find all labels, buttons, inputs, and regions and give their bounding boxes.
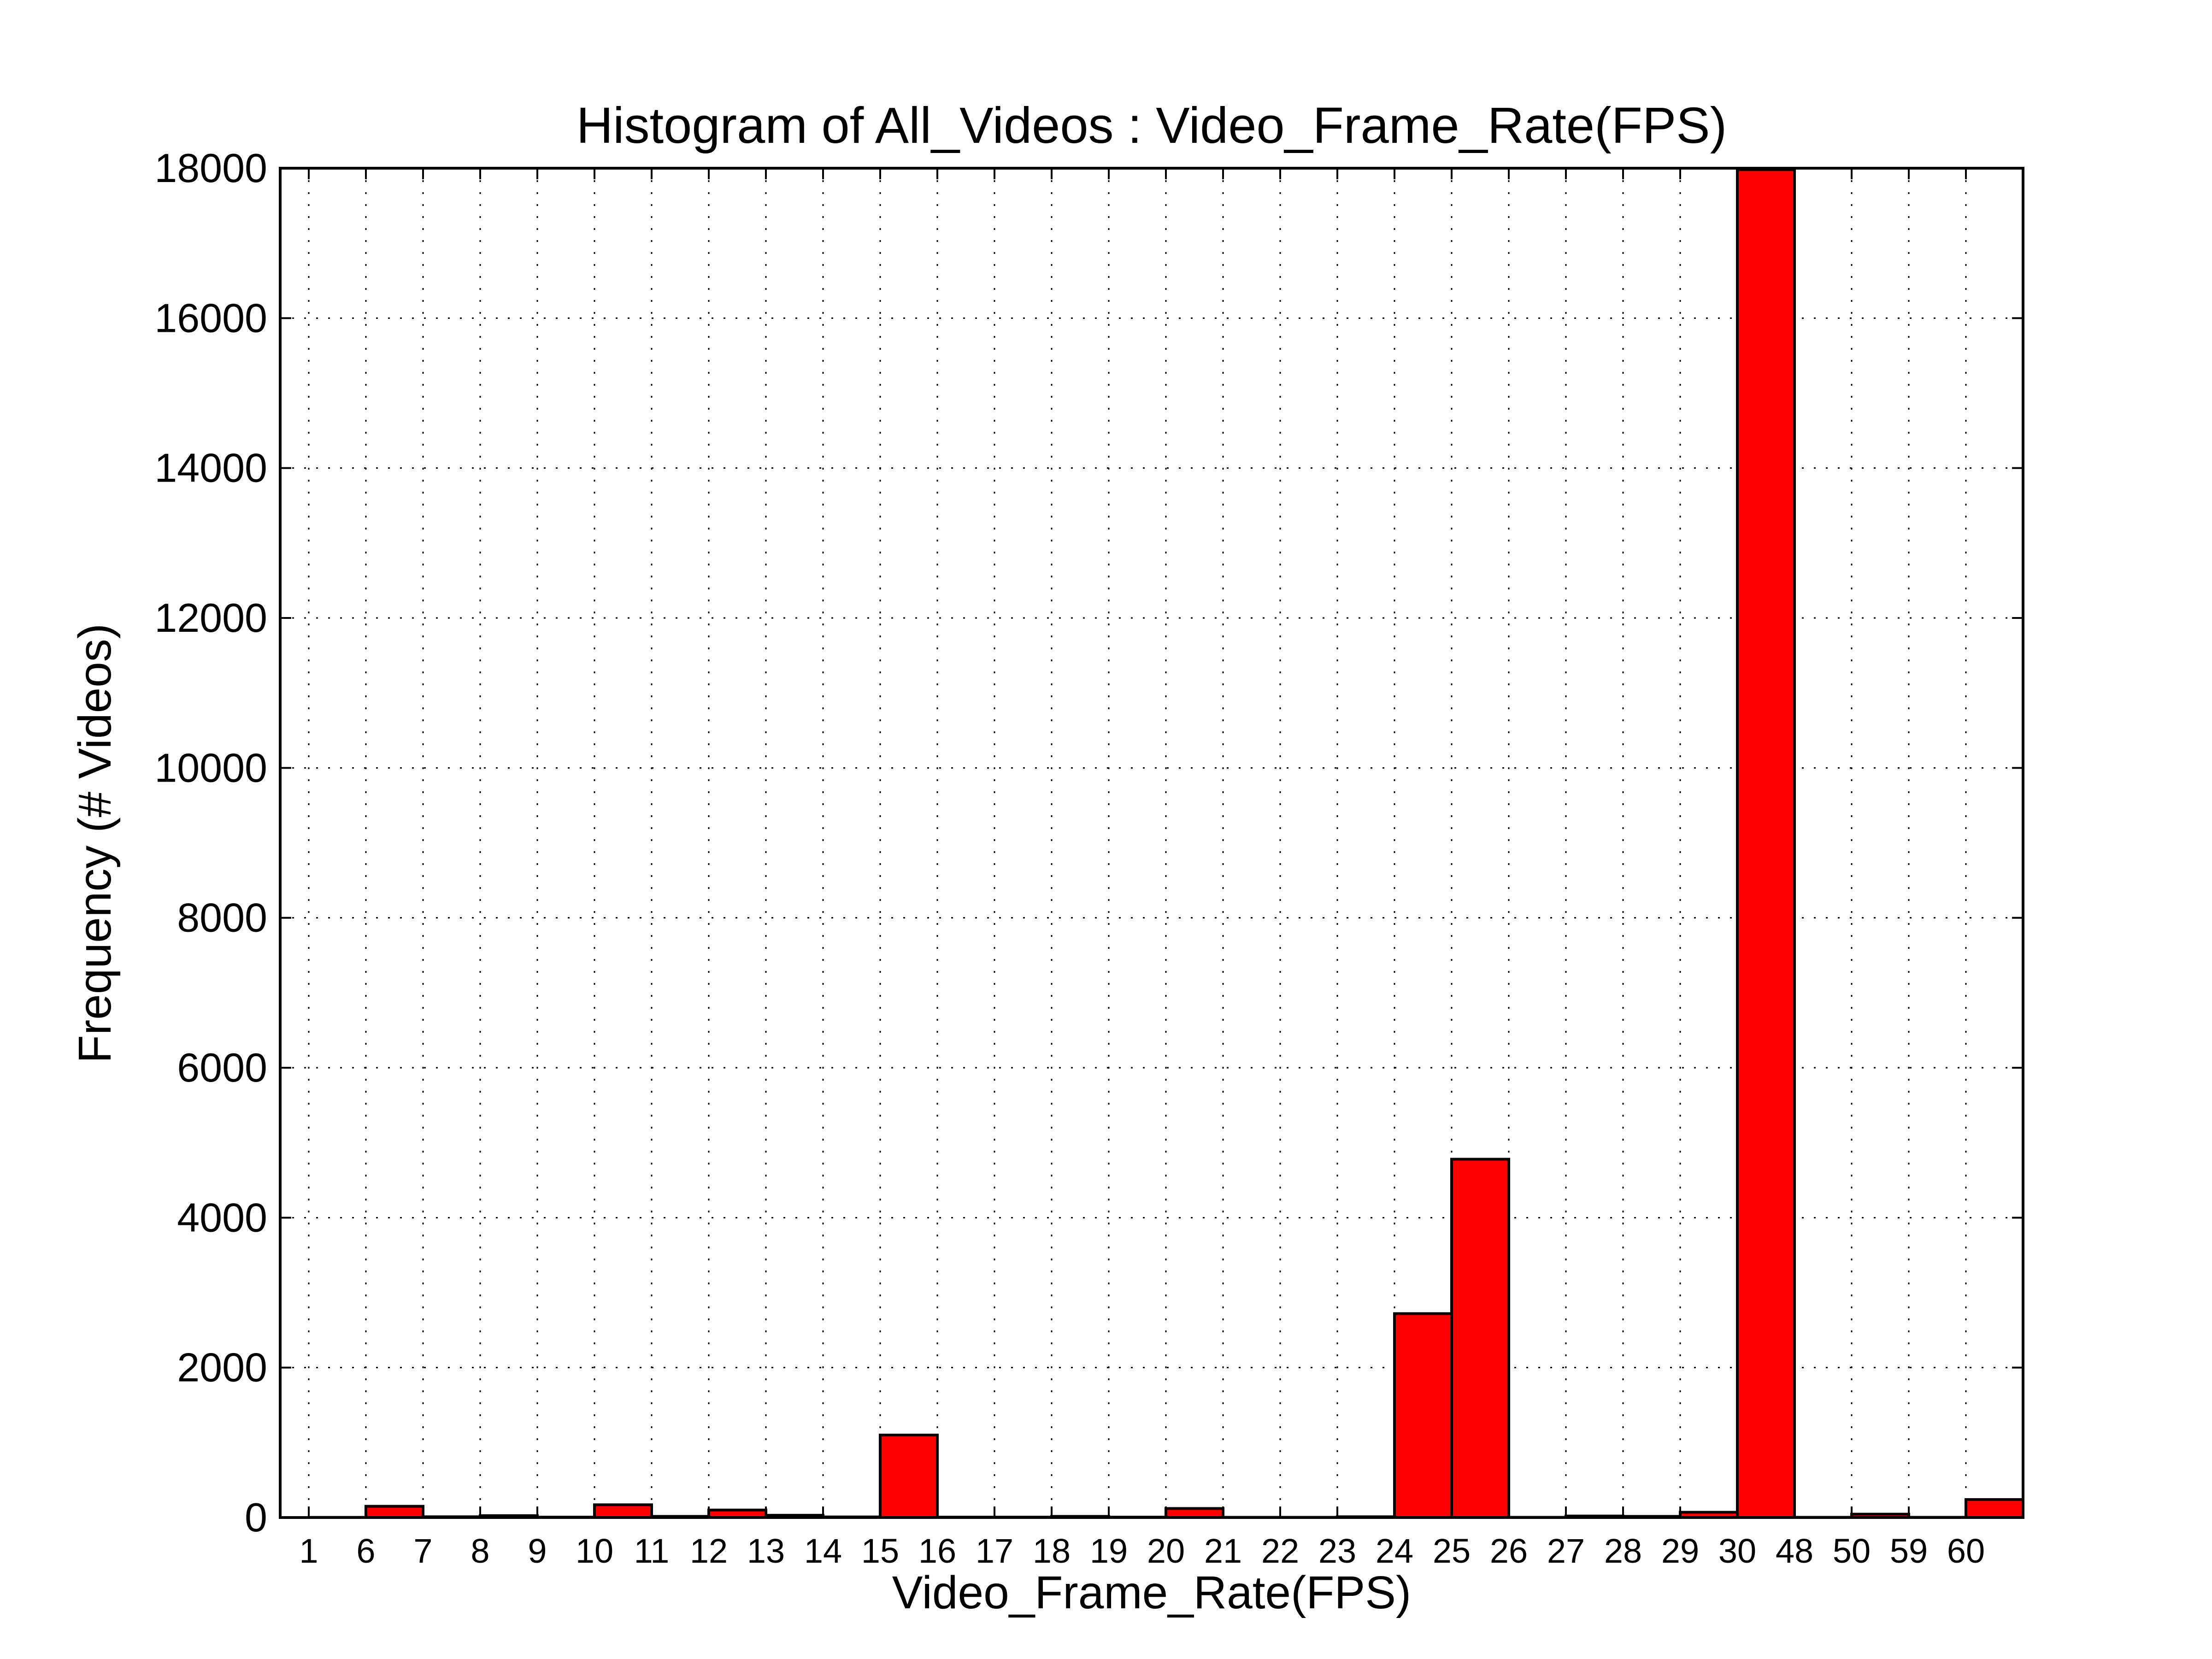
x-tick-label: 28 [1604, 1532, 1642, 1570]
x-tick-label: 26 [1490, 1532, 1528, 1570]
x-tick-label: 29 [1661, 1532, 1699, 1570]
axis-ticks [280, 167, 2023, 1518]
chart-title: Histogram of All_Videos : Video_Frame_Ra… [577, 97, 1727, 154]
x-tick-label: 48 [1776, 1532, 1813, 1570]
y-tick-label: 6000 [177, 1045, 267, 1090]
x-tick-label: 11 [634, 1532, 670, 1570]
plot-frame [279, 167, 2024, 1519]
x-tick-label: 17 [976, 1532, 1013, 1570]
x-tick-label: 14 [804, 1532, 842, 1570]
x-tick-label: 16 [918, 1532, 956, 1570]
x-tick-label: 22 [1261, 1532, 1299, 1570]
bar-6 [365, 1505, 424, 1519]
y-tick-labels: 0 2000 4000 6000 8000 10000 12000 14000 16000 180… [154, 145, 267, 1540]
x-tick-label: 25 [1433, 1532, 1471, 1570]
x-tick-label: 23 [1318, 1532, 1356, 1570]
x-tick-label: 6 [356, 1532, 375, 1570]
x-tick-label: 13 [747, 1532, 785, 1570]
bar-24 [1393, 1312, 1453, 1519]
y-axis-title: Frequency (# Videos) [69, 624, 121, 1063]
bar-60 [1965, 1498, 2024, 1519]
x-tick-label: 8 [471, 1532, 489, 1570]
x-tick-label: 19 [1090, 1532, 1128, 1570]
y-tick-label: 16000 [154, 295, 267, 341]
x-tick-label: 1 [299, 1532, 318, 1570]
x-tick-label: 21 [1204, 1532, 1242, 1570]
x-tick-label: 15 [861, 1532, 899, 1570]
x-tick-label: 10 [576, 1532, 613, 1570]
x-tick-label: 12 [690, 1532, 728, 1570]
bar-10 [593, 1503, 653, 1519]
x-tick-labels: 1 6 7 8 9 10 11 12 13 14 15 16 17 18 19 20 21 22 23 24 25 26 2… [299, 1532, 1985, 1570]
x-tick-label: 9 [528, 1532, 547, 1570]
y-tick-label: 2000 [177, 1345, 267, 1390]
y-tick-label: 4000 [177, 1194, 267, 1240]
x-tick-label: 50 [1833, 1532, 1871, 1570]
y-tick-label: 0 [245, 1494, 267, 1540]
y-tick-label: 18000 [154, 145, 267, 191]
x-axis-title: Video_Frame_Rate(FPS) [892, 1567, 1411, 1618]
x-tick-label: 18 [1033, 1532, 1071, 1570]
x-tick-label: 59 [1890, 1532, 1928, 1570]
x-tick-label: 30 [1718, 1532, 1756, 1570]
y-tick-label: 12000 [154, 595, 267, 641]
bar-25 [1450, 1158, 1510, 1519]
y-tick-label: 10000 [154, 745, 267, 790]
x-tick-label: 7 [413, 1532, 432, 1570]
bar-30 [1736, 168, 1796, 1519]
x-tick-label: 20 [1147, 1532, 1185, 1570]
y-tick-label: 8000 [177, 895, 267, 941]
x-tick-label: 27 [1547, 1532, 1585, 1570]
y-tick-label: 14000 [154, 445, 267, 491]
bar-15 [879, 1434, 939, 1519]
x-tick-label: 60 [1947, 1532, 1985, 1570]
x-tick-label: 24 [1376, 1532, 1413, 1570]
